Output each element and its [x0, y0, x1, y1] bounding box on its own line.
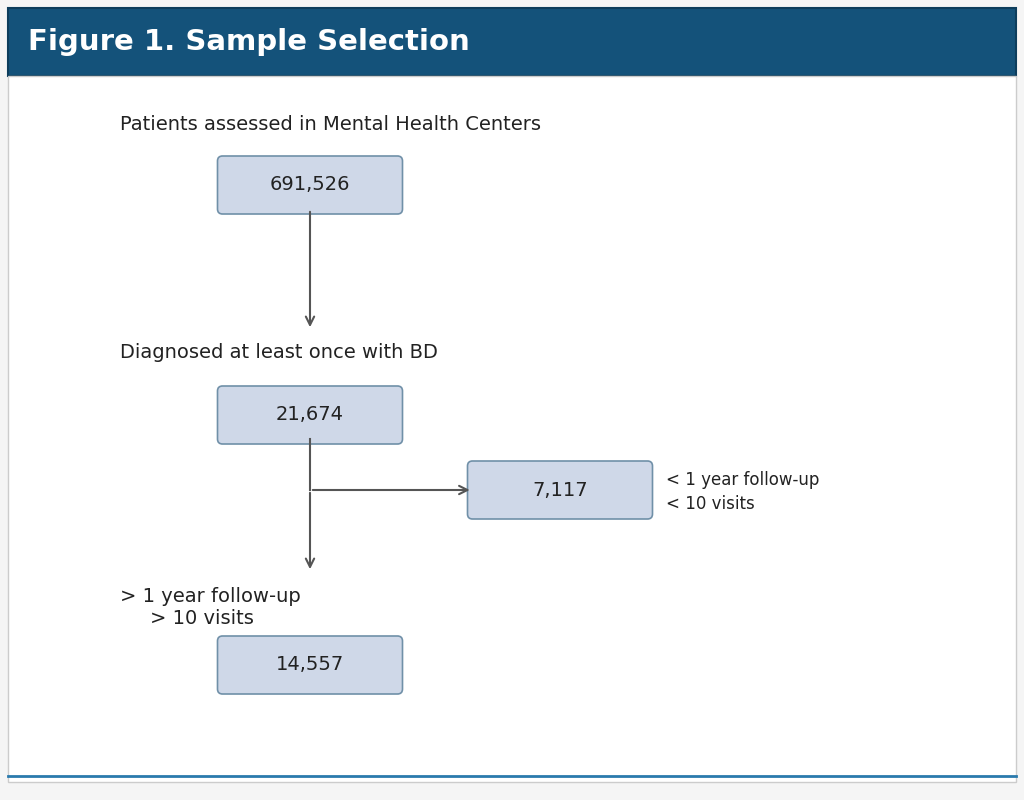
FancyBboxPatch shape	[217, 386, 402, 444]
Text: Diagnosed at least once with BD: Diagnosed at least once with BD	[120, 343, 438, 362]
Text: 14,557: 14,557	[275, 655, 344, 674]
Text: < 10 visits: < 10 visits	[666, 495, 755, 513]
Text: > 10 visits: > 10 visits	[150, 609, 254, 627]
FancyBboxPatch shape	[217, 636, 402, 694]
Text: Figure 1. Sample Selection: Figure 1. Sample Selection	[28, 28, 470, 56]
Text: 21,674: 21,674	[276, 406, 344, 425]
Text: > 1 year follow-up: > 1 year follow-up	[120, 586, 301, 606]
Text: Patients assessed in Mental Health Centers: Patients assessed in Mental Health Cente…	[120, 115, 541, 134]
FancyBboxPatch shape	[8, 8, 1016, 76]
Text: < 1 year follow-up: < 1 year follow-up	[666, 471, 819, 489]
FancyBboxPatch shape	[468, 461, 652, 519]
FancyBboxPatch shape	[217, 156, 402, 214]
Text: 691,526: 691,526	[269, 175, 350, 194]
FancyBboxPatch shape	[8, 76, 1016, 782]
Text: 7,117: 7,117	[532, 481, 588, 499]
